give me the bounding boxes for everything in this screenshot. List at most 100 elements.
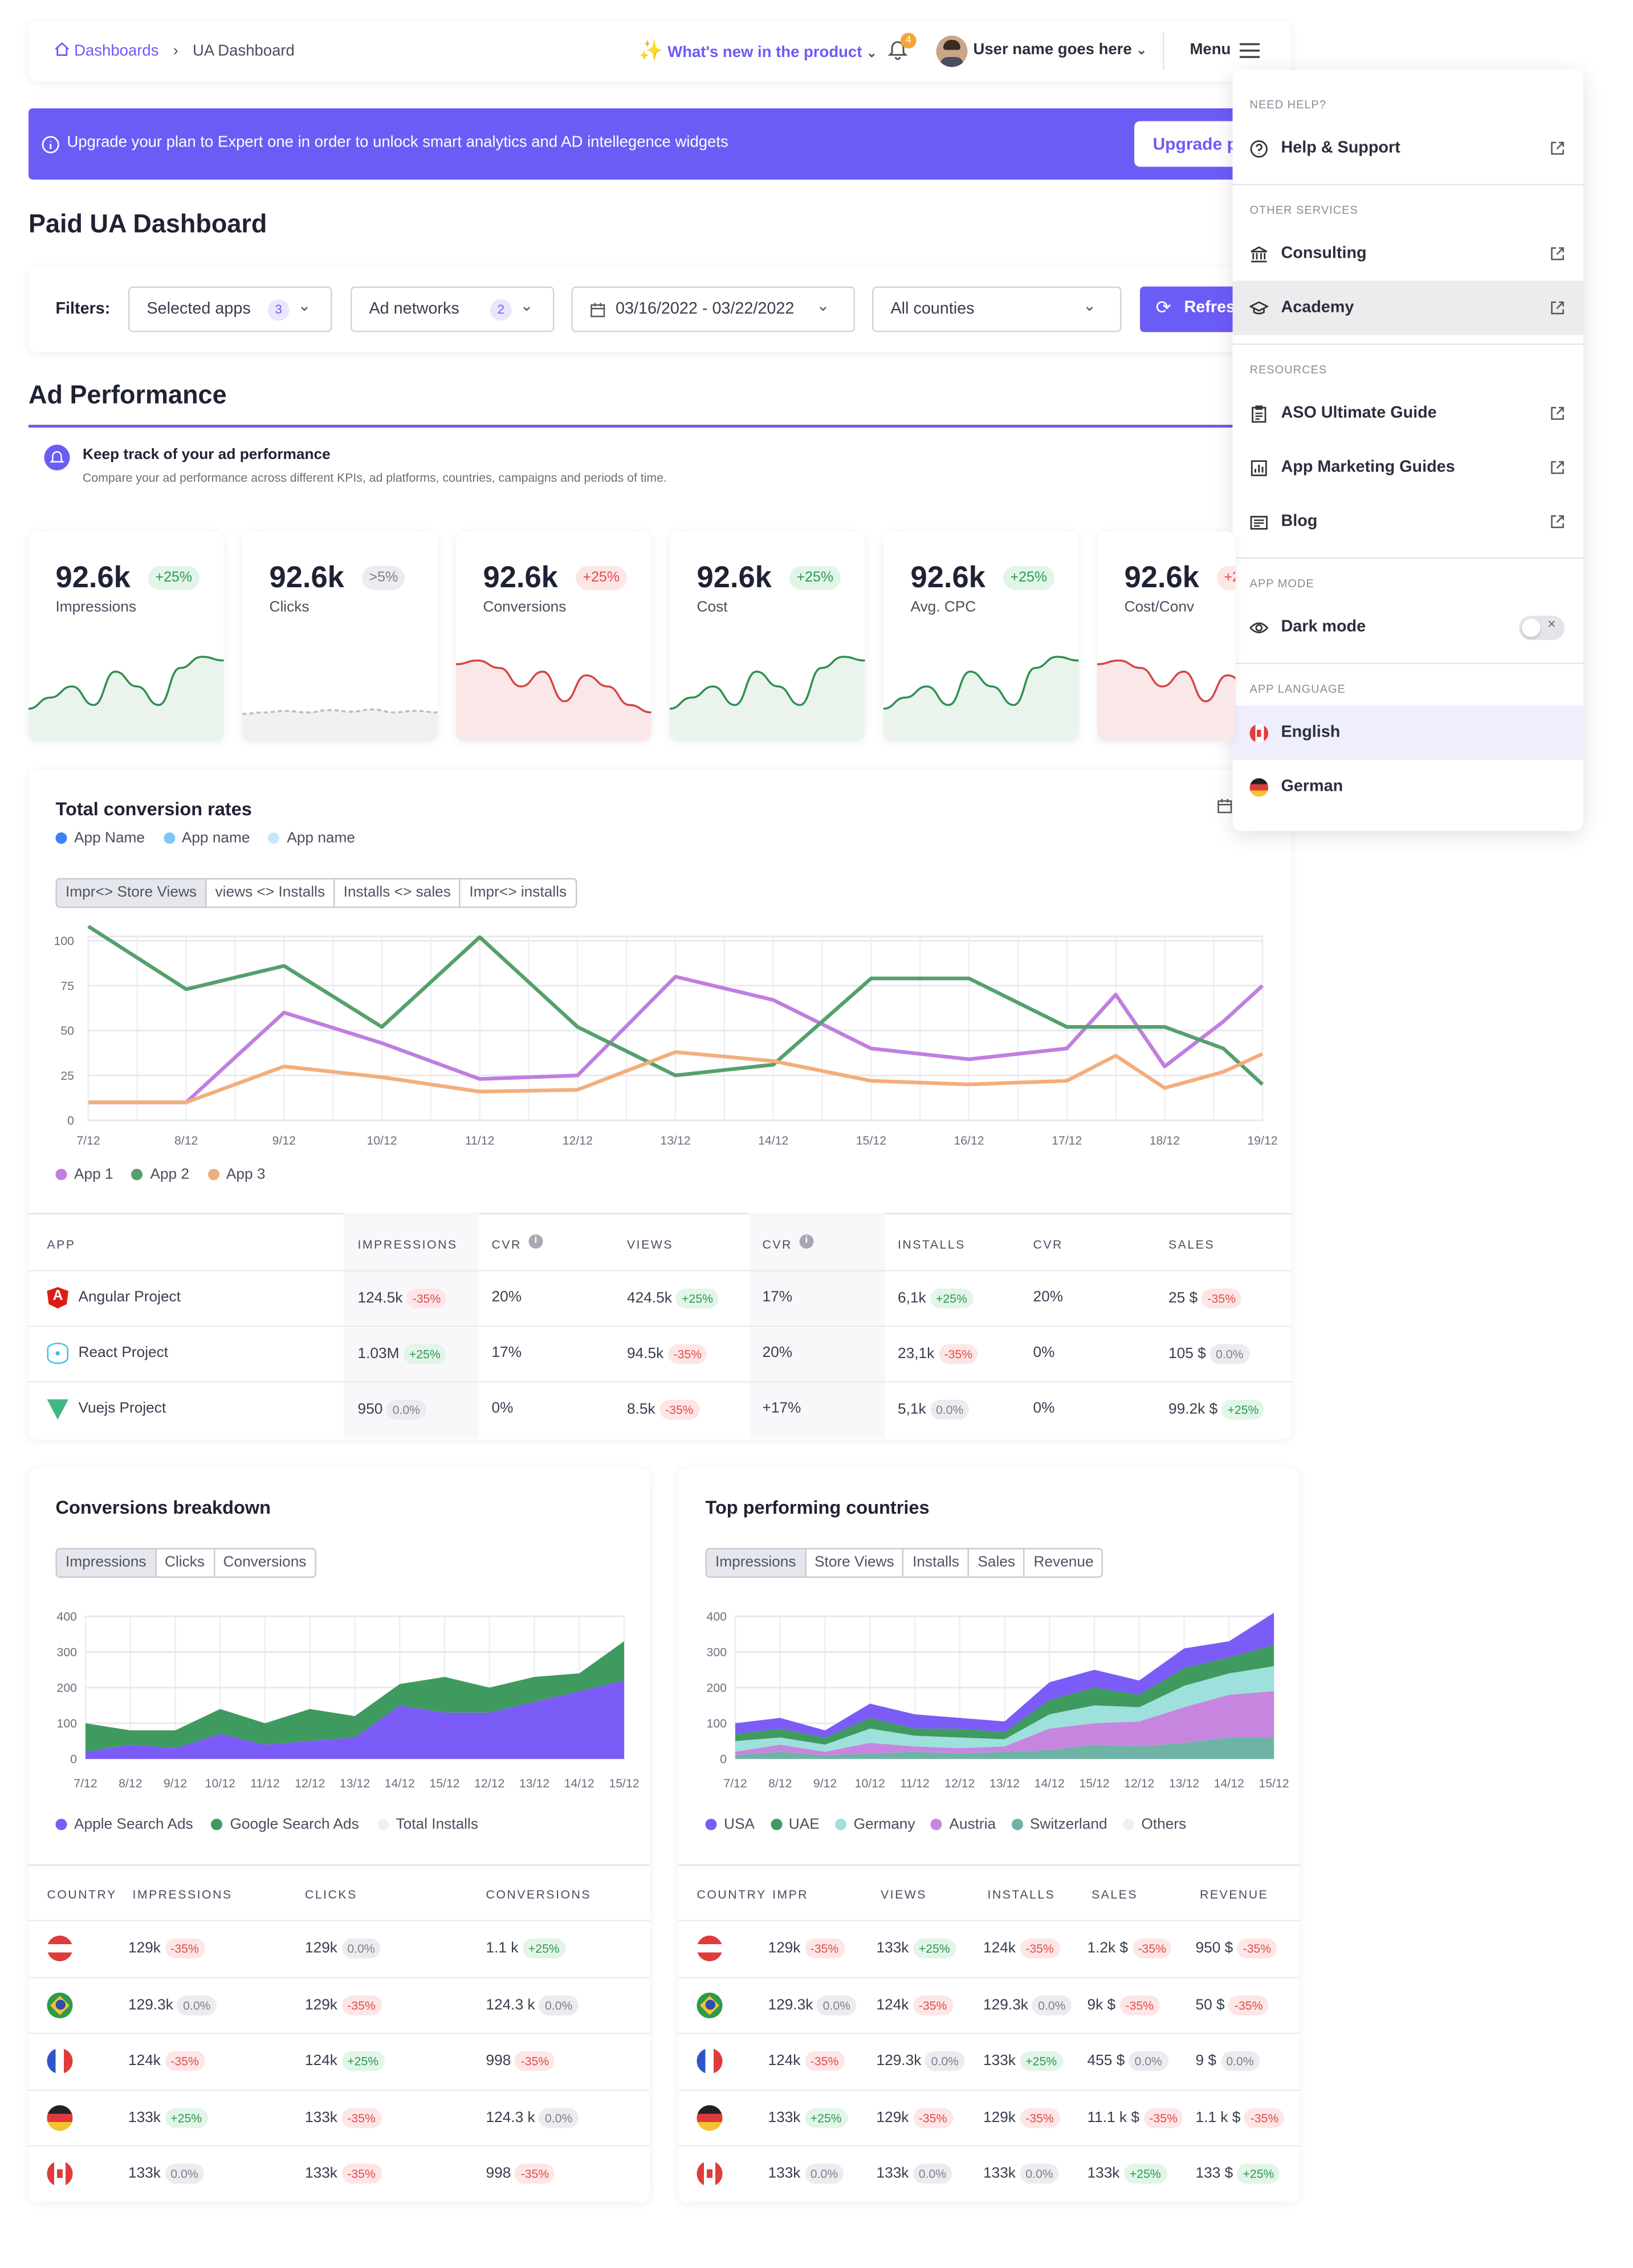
table-cell: 5,1k 0.0% xyxy=(898,1400,970,1420)
tab-installs[interactable]: Installs xyxy=(904,1549,970,1576)
table-row[interactable]: 129k -35% 129k 0.0% 1.1 k +25% xyxy=(28,1920,650,1976)
legend-dot xyxy=(1122,1819,1134,1831)
cell-value: 8.5k xyxy=(627,1400,655,1418)
hamburger-icon[interactable] xyxy=(1239,42,1261,60)
legend-item: Google Search Ads xyxy=(211,1816,359,1833)
series-line xyxy=(87,925,1264,1086)
table-row[interactable]: 124k -35% 129.3k 0.0% 133k +25% 455 $ 0.0% 9… xyxy=(678,2033,1300,2088)
cell-value: 950 $ xyxy=(1195,1939,1233,1957)
table-cell: 11.1 k $ -35% xyxy=(1088,2107,1183,2128)
table-cell: 124.3 k 0.0% xyxy=(486,1994,579,2015)
y-tick-label: 300 xyxy=(707,1645,727,1659)
table-row[interactable]: 129k -35% 133k +25% 124k -35% 1.2k $ -35% 95… xyxy=(678,1920,1300,1976)
kpi-card[interactable]: 92.6k +2 Cost/Conv xyxy=(1097,531,1236,741)
table-row[interactable]: 129.3k 0.0% 129k -35% 124.3 k 0.0% xyxy=(28,1976,650,2032)
y-tick-label: 75 xyxy=(60,979,74,993)
info-icon[interactable]: i xyxy=(799,1234,814,1249)
change-badge: 0.0% xyxy=(1032,1994,1072,2015)
change-badge: 0.0% xyxy=(1129,2051,1168,2071)
table-cell: 133k 0.0% xyxy=(128,2164,204,2184)
menu-item-blog[interactable]: Blog xyxy=(1233,495,1583,549)
breakdown-legend: Apple Search Ads Google Search Ads Total… xyxy=(55,1816,492,1833)
menu-item-marketing-guides[interactable]: App Marketing Guides xyxy=(1233,441,1583,495)
column-header: IMPRESSIONS xyxy=(132,1887,233,1901)
row-divider xyxy=(678,1976,1300,1978)
table-cell: 455 $ 0.0% xyxy=(1088,2051,1168,2071)
tab-impressions[interactable]: Impressions xyxy=(57,1549,157,1576)
menu-item-label: Academy xyxy=(1281,299,1354,316)
table-row[interactable]: 133k 0.0% 133k -35% 998 -35% xyxy=(28,2145,650,2201)
table-cell: 424.5k +25% xyxy=(627,1289,719,1308)
menu-item-dark-mode[interactable]: Dark mode × xyxy=(1233,600,1583,655)
x-tick-label: 19/12 xyxy=(1247,1134,1277,1148)
home-icon xyxy=(55,42,70,56)
table-row[interactable]: Vuejs Project 950 0.0% 0% 8.5k -35% +17% 5,1k… xyxy=(28,1381,1291,1437)
filters-label: Filters: xyxy=(55,300,111,318)
notifications-button[interactable]: 4 xyxy=(887,32,917,64)
area-chart-countries: 0 100 200 300 400 7/12 8/12 9/12 10/12 11/12 12/12… xyxy=(707,1610,1289,1791)
chevron-down-icon: ⌄ xyxy=(1083,298,1097,315)
kpi-card[interactable]: 92.6k +25% Conversions xyxy=(456,531,651,741)
tab-impressions[interactable]: Impressions xyxy=(707,1549,807,1576)
table-row[interactable]: 133k +25% 129k -35% 129k -35% 11.1 k $ -35%… xyxy=(678,2089,1300,2145)
menu-item-academy[interactable]: Academy xyxy=(1232,281,1583,335)
change-badge: 0.0% xyxy=(1020,2164,1059,2184)
menu-item-help-support[interactable]: Help & Support xyxy=(1233,121,1583,176)
top-bar: Dashboards › UA Dashboard ✨ What's new i… xyxy=(28,21,1291,82)
menu-item-english[interactable]: English xyxy=(1232,705,1583,760)
tab-conversions[interactable]: Conversions xyxy=(223,1554,307,1571)
menu-button[interactable]: Menu xyxy=(1190,42,1231,59)
external-link-icon xyxy=(1551,301,1564,315)
networks-filter[interactable]: Ad networks 2 ⌄ xyxy=(351,286,555,332)
legend-item: Austria xyxy=(930,1816,996,1833)
table-row[interactable]: 129.3k 0.0% 124k -35% 129.3k 0.0% 9k $ -35%… xyxy=(678,1976,1300,2032)
user-menu[interactable]: User name goes here ⌄ xyxy=(974,42,1147,59)
menu-item-consulting[interactable]: Consulting xyxy=(1233,227,1583,281)
cell-value: 25 $ xyxy=(1168,1289,1198,1307)
tab-store-views[interactable]: Store Views xyxy=(806,1549,905,1576)
tab-clicks[interactable]: Clicks xyxy=(156,1549,215,1576)
kpi-card[interactable]: 92.6k +25% Avg. CPC xyxy=(883,531,1079,741)
y-tick-label: 300 xyxy=(57,1645,77,1659)
chevron-down-icon: ⌄ xyxy=(298,298,311,315)
tab-sales[interactable]: Sales xyxy=(969,1549,1025,1576)
column-header: SALES xyxy=(1092,1887,1138,1901)
tab-revenue[interactable]: Revenue xyxy=(1033,1554,1094,1571)
tab-views-installs[interactable]: views <> Installs xyxy=(207,879,335,907)
divider xyxy=(28,1213,1291,1214)
kpi-card[interactable]: 92.6k +25% Cost xyxy=(670,531,865,741)
cell-value: 424.5k xyxy=(627,1289,672,1307)
x-tick-label: 12/12 xyxy=(1124,1777,1154,1790)
tab-impr-store-views[interactable]: Impr<> Store Views xyxy=(57,879,207,907)
info-icon[interactable]: i xyxy=(528,1234,543,1249)
tab-installs-sales[interactable]: Installs <> sales xyxy=(335,879,461,907)
date-range-filter[interactable]: 03/16/2022 - 03/22/2022 ⌄ xyxy=(571,286,855,332)
react-icon xyxy=(47,1343,68,1364)
table-row[interactable]: React Project 1.03M +25% 17% 94.5k -35% 20% 2… xyxy=(28,1326,1291,1381)
kpi-card[interactable]: 92.6k >5% Clicks xyxy=(242,531,438,741)
cell-value: 0% xyxy=(1033,1344,1055,1361)
upgrade-banner: Upgrade your plan to Expert one in order… xyxy=(28,108,1291,180)
series-legend: App 1 App 2 App 3 xyxy=(55,1166,280,1183)
breadcrumb-root[interactable]: Dashboards xyxy=(74,43,159,60)
menu-item-german[interactable]: German xyxy=(1233,760,1583,814)
change-badge: -35% xyxy=(938,1344,979,1364)
avatar[interactable] xyxy=(936,35,968,67)
table-row[interactable]: 133k +25% 133k -35% 124.3 k 0.0% xyxy=(28,2089,650,2145)
tab-impr-installs[interactable]: Impr<> installs xyxy=(469,884,567,901)
menu-item-aso-guide[interactable]: ASO Ultimate Guide xyxy=(1233,387,1583,441)
x-tick-label: 8/12 xyxy=(119,1777,142,1790)
angular-icon: A xyxy=(47,1287,68,1308)
cell-value: 129.3k xyxy=(768,1995,813,2013)
table-row[interactable]: 124k -35% 124k +25% 998 -35% xyxy=(28,2033,650,2088)
whats-new-button[interactable]: ✨ What's new in the product ⌄ xyxy=(638,39,877,63)
apps-filter[interactable]: Selected apps 3 ⌄ xyxy=(128,286,332,332)
countries-filter[interactable]: All counties ⌄ xyxy=(872,286,1122,332)
sparkline-line xyxy=(883,656,1079,710)
table-row[interactable]: A Angular Project 124.5k -35% 20% 424.5k +25… xyxy=(28,1270,1291,1326)
table-row[interactable]: 133k 0.0% 133k 0.0% 133k 0.0% 133k +25% 133 … xyxy=(678,2145,1300,2201)
change-badge: 0.0% xyxy=(341,1938,381,1958)
dark-mode-toggle[interactable]: × xyxy=(1519,616,1565,640)
calendar-icon[interactable] xyxy=(1217,798,1233,814)
kpi-card[interactable]: 92.6k +25% Impressions xyxy=(28,531,224,741)
